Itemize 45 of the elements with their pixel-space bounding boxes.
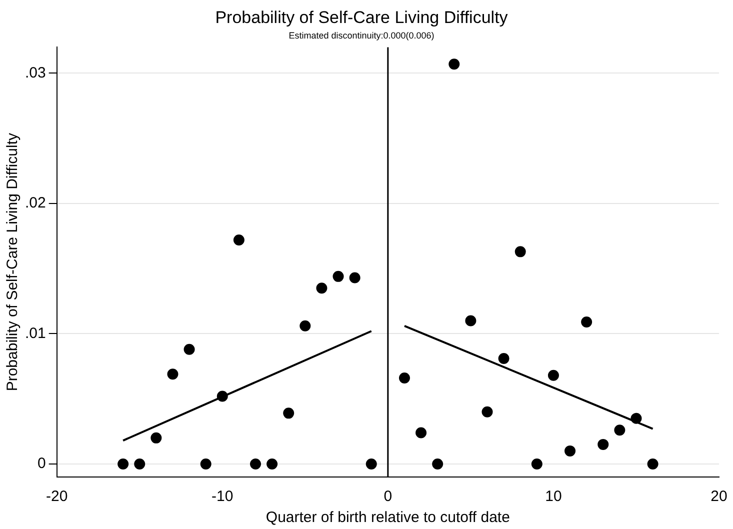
y-tick-label: 0 [38,455,46,472]
point [598,438,609,450]
point [184,344,195,355]
point [150,432,162,444]
x-tick-label: 10 [545,488,562,506]
point [531,458,542,470]
point [266,458,278,470]
x-tick-label: -10 [212,488,234,506]
point [482,406,493,418]
point [233,234,244,246]
point [167,368,178,380]
x-axis-title: Quarter of birth relative to cutoff date [266,509,510,526]
point [614,424,626,436]
y-tick-label: .03 [24,64,46,82]
x-tick-label: 20 [710,488,728,506]
chart-title: Probability of Self-Care Living Difficulty [215,8,508,27]
point [134,458,146,470]
point [630,412,642,424]
point [564,445,576,456]
point [316,282,328,294]
point [332,270,344,282]
point [250,458,261,470]
point [118,458,129,470]
y-axis-title: Probability of Self-Care Living Difficulty [4,132,22,392]
point [432,458,444,470]
point [349,272,360,284]
point [283,408,294,419]
x-tick-label: -20 [46,488,68,506]
point [366,458,377,470]
point [647,458,658,470]
point [581,316,592,328]
point [448,58,460,70]
y-tick-label: .02 [24,194,46,212]
point [398,372,410,384]
point [465,315,476,326]
point [514,246,526,258]
chart-subtitle: Estimated discontinuity:0.000(0.006) [288,30,434,40]
point [216,390,228,402]
point [200,458,212,470]
point [416,427,427,438]
point [498,352,510,364]
x-tick-label: 0 [384,488,392,506]
point [548,370,559,381]
y-tick-label: .01 [24,324,46,342]
point [300,320,311,332]
